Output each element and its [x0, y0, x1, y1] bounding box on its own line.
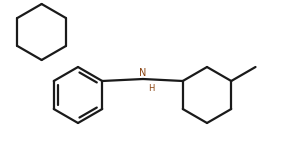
Text: N: N: [139, 68, 147, 78]
Text: H: H: [148, 84, 154, 93]
